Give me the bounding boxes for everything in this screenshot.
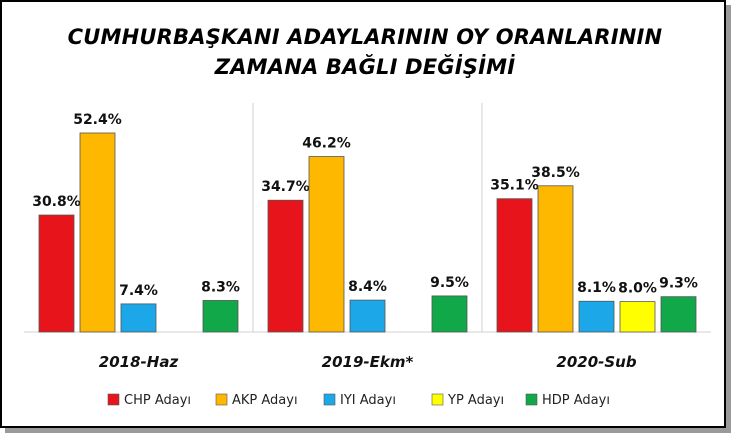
category-label: 2018-Haz <box>99 353 179 371</box>
bar <box>267 199 304 333</box>
legend-label: HDP Adayı <box>542 393 610 408</box>
data-label: 38.5% <box>531 165 580 181</box>
legend-swatch <box>323 393 336 406</box>
bar <box>349 299 386 333</box>
legend-swatch <box>525 393 538 406</box>
legend-swatch <box>215 393 228 406</box>
legend-swatch <box>107 393 120 406</box>
data-label: 8.1% <box>577 280 616 296</box>
data-label: 7.4% <box>119 283 158 299</box>
data-label: 8.0% <box>618 281 657 297</box>
legend-swatch <box>431 393 444 406</box>
bar <box>496 198 533 333</box>
bar <box>38 214 75 333</box>
chart-title: CUMHURBAŞKANI ADAYLARININ OY ORANLARININ… <box>2 22 728 82</box>
bar <box>660 296 697 333</box>
chart-title-line-1: CUMHURBAŞKANI ADAYLARININ OY ORANLARININ <box>67 25 663 49</box>
legend-label: YP Adayı <box>447 393 504 408</box>
bar <box>202 300 239 333</box>
chart-title-line-2: ZAMANA BAĞLI DEĞİŞİMİ <box>214 55 516 79</box>
data-label: 30.8% <box>32 194 81 210</box>
bar <box>79 132 116 333</box>
bar <box>308 156 345 333</box>
bar <box>578 300 615 333</box>
bar <box>619 301 656 333</box>
data-label: 52.4% <box>73 112 122 128</box>
legend-label: AKP Adayı <box>232 393 298 408</box>
chart-frame: CUMHURBAŞKANI ADAYLARININ OY ORANLARININ… <box>0 0 726 428</box>
bar <box>537 185 574 333</box>
bar <box>431 295 468 333</box>
category-label: 2020-Sub <box>556 353 636 371</box>
category-label: 2019-Ekm* <box>322 353 414 371</box>
data-label: 35.1% <box>490 178 539 194</box>
data-label: 9.5% <box>430 275 469 291</box>
bar <box>120 303 157 333</box>
data-label: 8.4% <box>348 279 387 295</box>
data-label: 9.3% <box>659 276 698 292</box>
data-label: 46.2% <box>302 136 351 152</box>
legend-label: CHP Adayı <box>124 393 191 408</box>
data-label: 34.7% <box>261 179 310 195</box>
data-label: 8.3% <box>201 279 240 295</box>
legend-label: IYI Adayı <box>340 393 396 408</box>
